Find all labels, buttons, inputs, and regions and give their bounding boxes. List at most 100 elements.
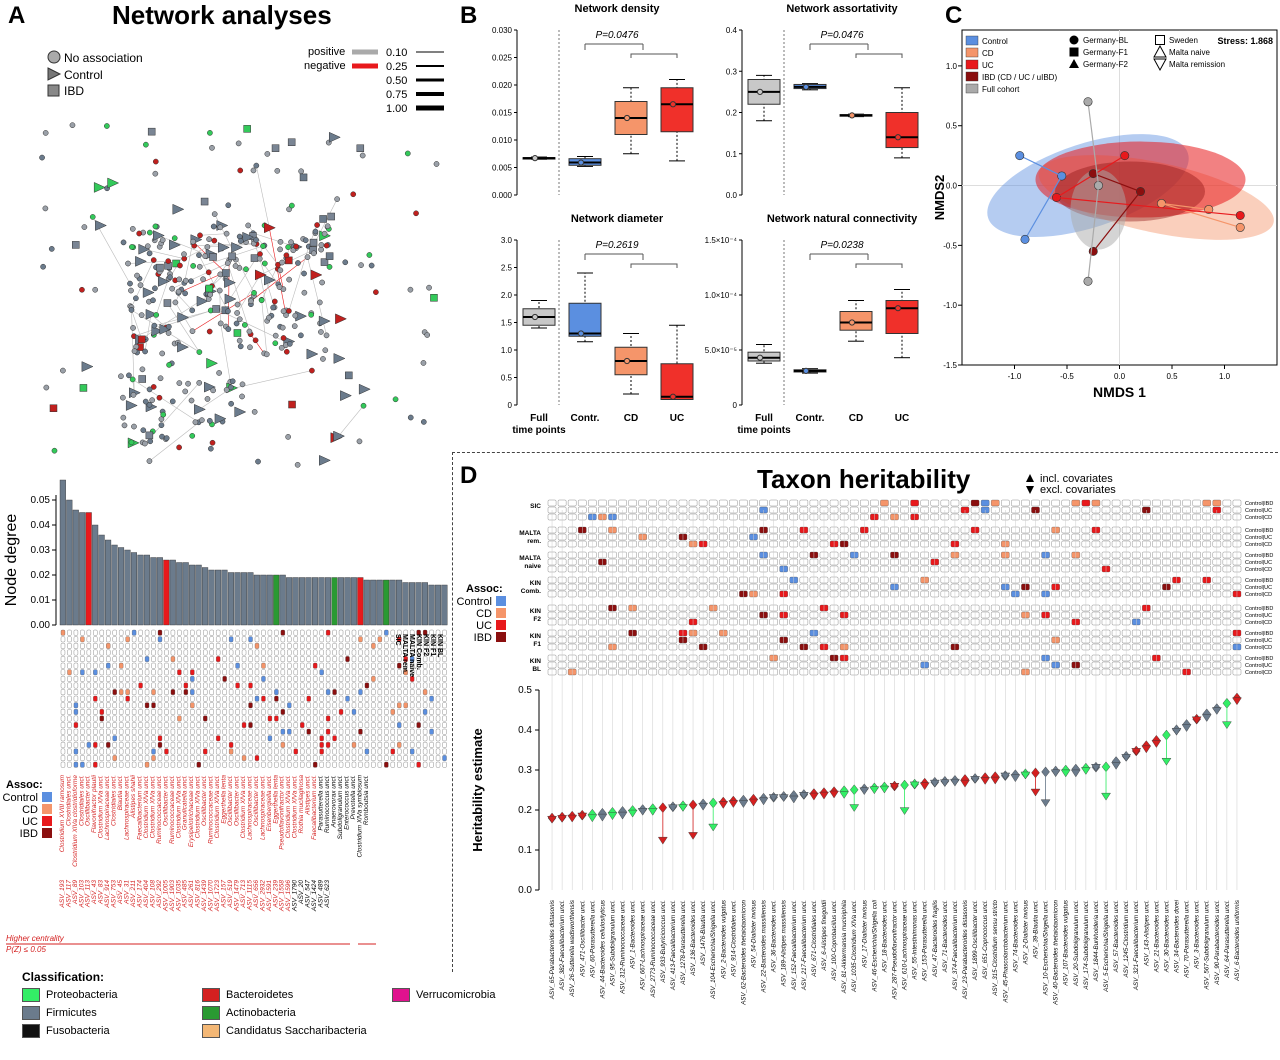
assoc-cell — [112, 689, 117, 695]
assoc-cell — [60, 728, 66, 735]
assoc-cell — [397, 728, 402, 735]
heritability-assoc-cell — [1031, 499, 1040, 507]
assoc-cell — [119, 629, 124, 636]
assoc-cell — [235, 735, 240, 742]
asv-label: ASV_1424 — [311, 880, 318, 912]
assoc-cell — [416, 676, 421, 682]
assoc-cell — [170, 715, 176, 722]
heritability-excl-point — [657, 836, 668, 845]
heritability-assoc-cell — [940, 499, 950, 507]
assoc-cell — [358, 662, 363, 669]
degree-bar — [202, 567, 209, 626]
heritability-tick-label: 0.5 — [518, 685, 532, 696]
assoc-cell — [144, 649, 150, 656]
network-node — [189, 433, 196, 439]
assoc-cell — [351, 636, 357, 643]
taxon-label: Eisenbergiella uncl. — [266, 775, 273, 832]
assoc-cell — [274, 722, 279, 728]
heritability-taxon-label: ASV_1278-Parasutterella uncl. — [680, 900, 687, 986]
assoc-cell — [371, 689, 376, 695]
assoc-cell — [325, 669, 331, 676]
heritability-assoc-cell — [779, 499, 788, 507]
network-node — [245, 222, 252, 229]
degree-row-group-label: MALTA naive — [408, 634, 415, 677]
assoc-cell — [410, 709, 415, 715]
taxon-label: Romboutsia uncl. — [363, 775, 370, 825]
degree-bar — [240, 572, 247, 626]
assoc-cell — [351, 643, 357, 649]
assoc-cell — [416, 722, 421, 728]
assoc-cell — [261, 728, 266, 735]
assoc-cell — [157, 722, 163, 728]
assoc-cell — [319, 649, 324, 656]
assoc-cell — [287, 735, 292, 742]
network-node-triangle — [177, 341, 190, 353]
network-node-square — [137, 335, 146, 344]
assoc-cell — [80, 728, 85, 735]
assoc-cell — [248, 748, 253, 755]
nmds-group-swatch — [965, 47, 979, 58]
node-legend-triangle-icon — [47, 67, 62, 81]
classification-item: Fusobacteria — [22, 1024, 110, 1038]
assoc-cell — [371, 722, 376, 728]
network-node — [39, 154, 45, 161]
assoc-cell — [203, 761, 208, 768]
assoc-cell — [287, 742, 292, 748]
assoc-cell — [151, 649, 156, 656]
assoc-cell — [384, 629, 389, 636]
assoc-cell — [241, 682, 247, 689]
assoc-cell — [416, 735, 421, 742]
network-node — [236, 337, 243, 344]
assoc-cell — [164, 629, 169, 636]
boxplot-title: Network diameter — [571, 213, 664, 225]
assoc-cell — [319, 682, 324, 689]
assoc-cell — [384, 662, 389, 669]
assoc-cell — [131, 669, 137, 676]
assoc-cell — [274, 709, 279, 715]
asv-label: ASV_193 — [59, 880, 66, 909]
assoc-cell — [183, 715, 188, 722]
assoc-cell — [325, 748, 331, 755]
assoc-cell — [125, 649, 130, 656]
heritability-taxon-label: ASV_651-Coprococcus uncl. — [982, 900, 989, 980]
assoc-cell — [216, 748, 221, 755]
assoc-cell — [319, 702, 324, 709]
network-edge — [250, 334, 265, 354]
boxplot-tick-label: 0 — [733, 401, 738, 410]
assoc-cell — [125, 636, 130, 643]
assoc-cell — [157, 715, 163, 722]
network-edge — [158, 235, 214, 258]
assoc-cell — [125, 689, 130, 695]
degree-bar — [266, 574, 273, 626]
assoc-cell — [125, 629, 130, 636]
assoc-cell — [222, 662, 227, 669]
centrality-label: Higher centrality — [6, 934, 65, 943]
assoc-cell — [300, 722, 305, 728]
assoc-cell — [131, 656, 137, 662]
assoc-cell — [390, 702, 395, 709]
network-node-square — [327, 212, 335, 221]
assoc-cell — [345, 669, 350, 676]
assoc-cell — [80, 689, 85, 695]
network-node — [239, 393, 245, 400]
heritability-taxon-label: ASV_413-Faecalibacterium uncl. — [670, 900, 677, 991]
assoc-cell — [287, 682, 292, 689]
assoc-cell — [80, 702, 85, 709]
assoc-cell — [358, 629, 363, 636]
assoc-cell — [313, 682, 318, 689]
assoc-cell — [429, 755, 434, 761]
assoc-cell — [86, 702, 91, 709]
nmds-y-tick-label: 0.5 — [946, 122, 958, 131]
assoc-cell — [345, 662, 350, 669]
assoc-cell — [416, 755, 421, 761]
network-node — [237, 343, 244, 350]
assoc-cell — [377, 728, 382, 735]
assoc-cell — [293, 755, 298, 761]
asv-label: ASV_103 — [78, 880, 85, 909]
assoc-cell — [106, 755, 111, 761]
assoc-cell — [422, 702, 428, 709]
assoc-cell — [429, 761, 434, 768]
assoc-cell — [319, 755, 324, 761]
heritability-row-label: Control|IBD — [1245, 606, 1273, 612]
network-node — [263, 351, 270, 358]
